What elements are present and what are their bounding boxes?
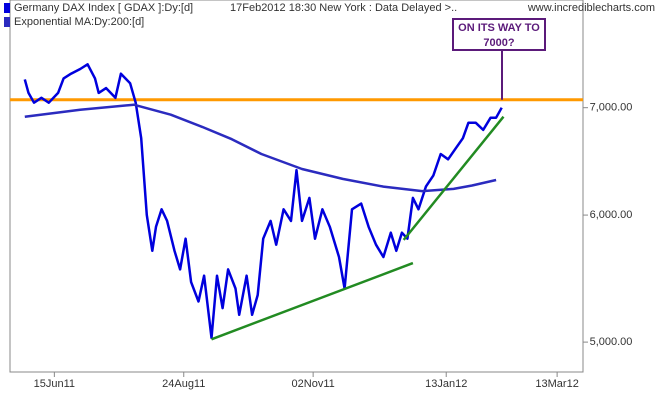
- chart-subtitle: 17Feb2012 18:30 New York : Data Delayed …: [230, 2, 457, 14]
- legend-entry: Germany DAX Index [ GDAX ]:Dy:[d]: [14, 2, 193, 14]
- x-tick-label: 13Jan12: [425, 378, 467, 390]
- x-tick-label: 15Jun11: [34, 378, 75, 390]
- annotation: ON ITS WAY TO 7000?: [452, 18, 546, 51]
- x-tick-label: 13Mar12: [535, 378, 578, 390]
- x-tick-label: 02Nov11: [292, 378, 335, 390]
- trendline: [402, 115, 505, 241]
- plot-frame: [9, 0, 584, 373]
- source: www.incrediblecharts.com: [527, 2, 655, 14]
- y-tick-label: 7,000.00: [590, 102, 633, 114]
- legend-icon: [4, 3, 10, 13]
- y-tick-label: 5,000.00: [590, 336, 633, 348]
- y-tick-label: 6,000.00: [590, 209, 633, 221]
- trendline: [211, 261, 414, 341]
- legend-icon: [4, 17, 10, 27]
- legend-entry: Exponential MA:Dy:200:[d]: [14, 16, 144, 28]
- series-line: [24, 103, 497, 193]
- x-tick-label: 24Aug11: [162, 378, 205, 390]
- series-line: [23, 63, 503, 340]
